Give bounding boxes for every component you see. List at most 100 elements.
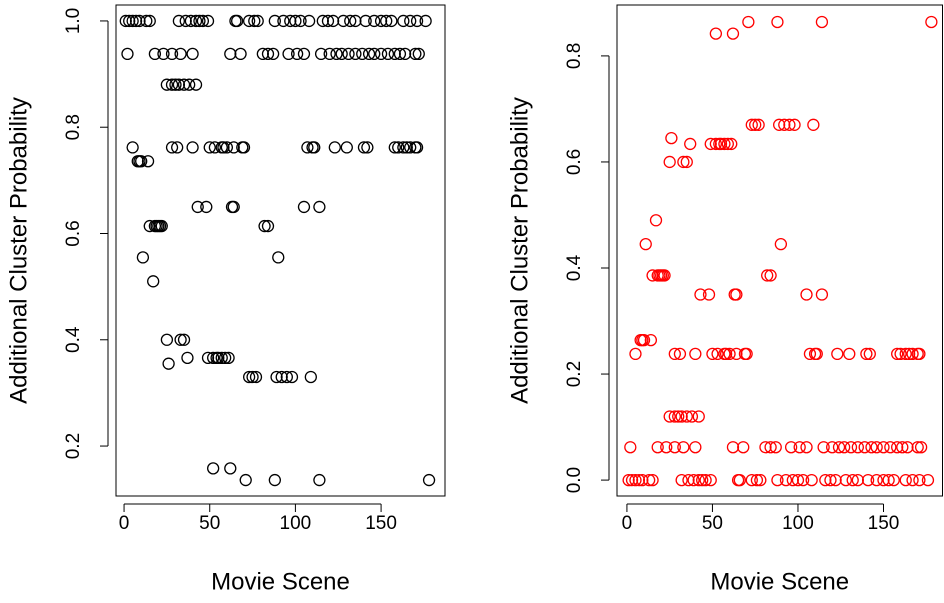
point: [380, 14, 393, 28]
point: [234, 47, 247, 61]
point: [839, 473, 853, 487]
point: [723, 347, 736, 361]
point: [680, 155, 693, 169]
point: [636, 473, 649, 487]
point: [860, 347, 873, 361]
point: [189, 14, 203, 28]
point: [277, 14, 290, 28]
point: [220, 141, 234, 154]
point: [337, 14, 350, 28]
point: [921, 473, 935, 487]
point: [155, 219, 168, 233]
point: [887, 473, 900, 487]
point: [796, 473, 810, 487]
x-tick-label: 50: [702, 513, 723, 534]
y-tick-label: 0.8: [564, 43, 585, 69]
point: [730, 347, 743, 361]
point: [646, 473, 659, 487]
point: [861, 473, 875, 487]
point: [284, 14, 297, 28]
point: [356, 47, 369, 61]
point: [858, 441, 871, 454]
point: [882, 473, 895, 487]
point: [422, 473, 436, 487]
point: [335, 47, 348, 61]
point: [737, 441, 750, 454]
point: [846, 473, 859, 487]
point: [359, 14, 372, 28]
point: [677, 441, 690, 454]
point: [261, 219, 275, 233]
point: [165, 141, 179, 154]
y-tick-label: 0.6: [63, 220, 84, 246]
point: [302, 14, 316, 28]
point: [677, 155, 690, 169]
point: [200, 200, 213, 214]
point: [694, 288, 707, 301]
point: [680, 410, 693, 423]
y-axis-title: Additional Cluster Probability: [506, 97, 533, 404]
point: [172, 78, 186, 91]
point: [207, 462, 220, 475]
point: [899, 347, 912, 361]
point: [181, 351, 194, 364]
point: [404, 14, 417, 28]
point: [914, 441, 928, 454]
point: [184, 14, 198, 28]
point: [817, 441, 830, 454]
point: [851, 441, 864, 454]
point: [684, 137, 697, 151]
point: [297, 47, 311, 61]
point: [800, 288, 813, 301]
point: [381, 47, 395, 61]
point: [624, 441, 637, 454]
point: [297, 200, 311, 214]
point: [649, 214, 663, 227]
point: [714, 137, 728, 151]
point: [733, 473, 746, 487]
point: [397, 141, 410, 154]
point: [285, 370, 299, 384]
point: [851, 473, 864, 487]
point: [174, 47, 187, 61]
point: [261, 47, 275, 61]
point: [217, 141, 230, 154]
point: [328, 141, 341, 154]
point: [215, 351, 228, 364]
point: [357, 141, 371, 154]
point: [246, 370, 259, 384]
point: [239, 473, 252, 487]
point: [201, 351, 215, 364]
point: [157, 47, 170, 61]
point: [135, 155, 148, 168]
point: [272, 251, 285, 264]
x-tick-label: 150: [868, 513, 900, 534]
point: [141, 155, 155, 168]
point: [208, 141, 222, 154]
point: [769, 441, 782, 454]
point: [388, 47, 401, 61]
point: [126, 141, 139, 154]
point: [644, 333, 658, 347]
point: [368, 14, 381, 28]
point: [224, 47, 237, 61]
point: [791, 473, 805, 487]
point: [201, 14, 215, 28]
point: [349, 14, 362, 28]
point: [165, 47, 179, 61]
point: [925, 15, 938, 29]
y-tick-label: 1.0: [63, 8, 84, 34]
point: [207, 351, 220, 364]
point: [289, 14, 302, 28]
point: [342, 47, 355, 61]
point: [896, 441, 909, 454]
point: [177, 333, 191, 346]
point: [242, 370, 256, 384]
point: [362, 47, 376, 61]
point: [639, 237, 652, 251]
point: [745, 473, 758, 487]
point: [771, 15, 784, 29]
point: [826, 441, 839, 454]
point: [349, 47, 362, 61]
point: [227, 200, 240, 214]
